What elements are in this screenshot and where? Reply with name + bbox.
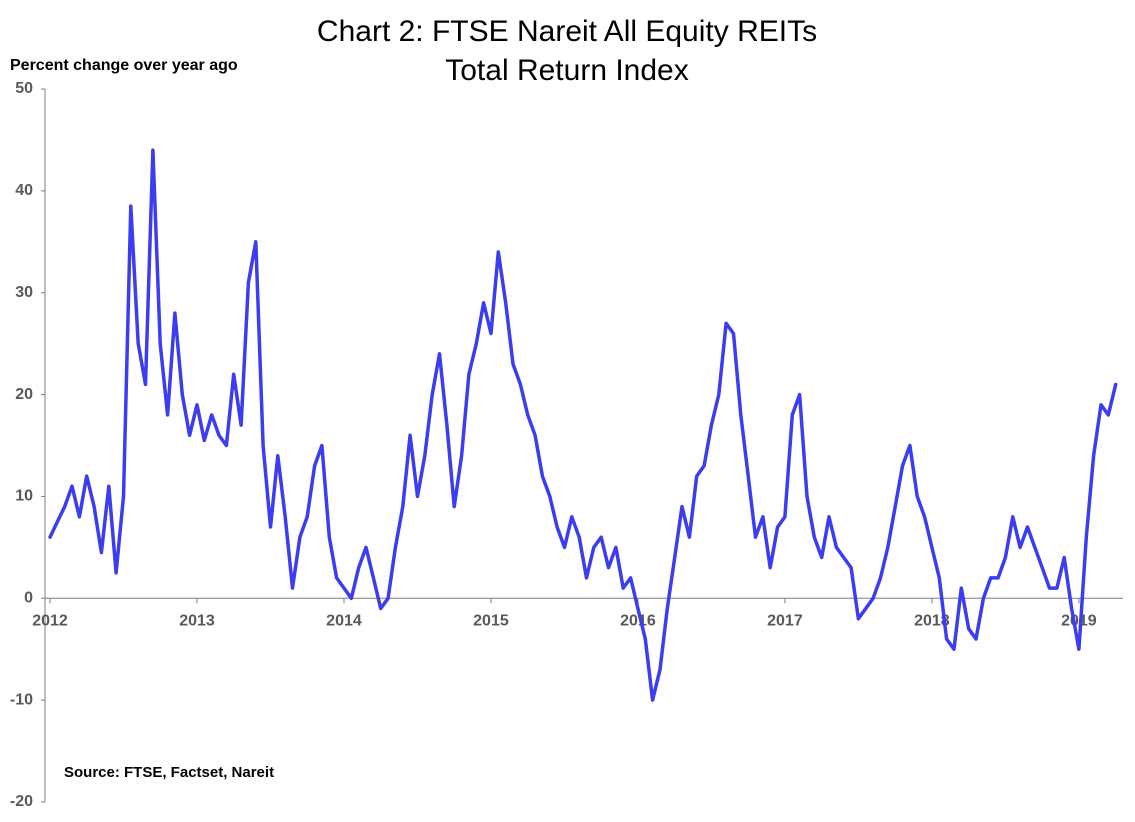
chart-title: Total Return Index bbox=[445, 54, 688, 87]
y-tick-label: 40 bbox=[15, 182, 33, 199]
x-tick-label: 2014 bbox=[326, 613, 362, 630]
x-tick-label: 2018 bbox=[914, 613, 950, 630]
x-tick-label: 2016 bbox=[620, 613, 656, 630]
data-line bbox=[48, 148, 1118, 702]
y-tick-label: -10 bbox=[10, 691, 33, 708]
y-tick-label: 20 bbox=[15, 386, 33, 403]
y-tick-label: 0 bbox=[24, 590, 33, 607]
source-note: Source: FTSE, Factset, Nareit bbox=[64, 764, 274, 781]
x-tick-label: 2015 bbox=[473, 613, 509, 630]
x-tick-label: 2019 bbox=[1061, 613, 1097, 630]
y-tick-label: 50 bbox=[15, 80, 33, 97]
y-axis-label: Percent change over year ago bbox=[10, 57, 238, 74]
x-tick-label: 2012 bbox=[32, 613, 68, 630]
y-tick-label: -20 bbox=[10, 793, 33, 810]
x-tick-label: 2013 bbox=[179, 613, 215, 630]
x-tick-label: 2017 bbox=[767, 613, 803, 630]
y-tick-label: 30 bbox=[15, 284, 33, 301]
y-tick-label: 10 bbox=[15, 488, 33, 505]
chart-title: Chart 2: FTSE Nareit All Equity REITs bbox=[317, 15, 817, 48]
